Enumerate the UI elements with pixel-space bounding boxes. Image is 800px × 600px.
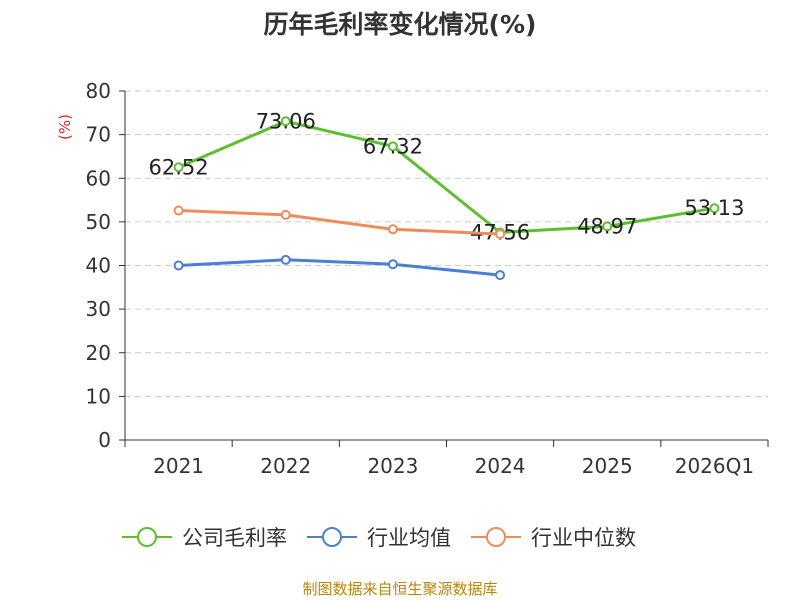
data-point [173, 162, 184, 173]
chart-title: 历年毛利率变化情况(%) [263, 10, 537, 39]
x-tick-label: 2026Q1 [675, 454, 754, 478]
data-label: 48.97 [577, 214, 637, 238]
data-point [173, 260, 184, 271]
x-tick-label: 2022 [260, 454, 311, 478]
source-note: 制图数据来自恒生聚源数据库 [302, 580, 498, 598]
data-point [280, 209, 291, 220]
data-label: 67.32 [363, 134, 423, 158]
y-tick-label: 60 [86, 166, 111, 190]
y-tick-label: 80 [86, 79, 111, 103]
y-tick-label: 50 [86, 210, 111, 234]
legend-marker [486, 527, 506, 547]
legend-marker [137, 527, 157, 547]
y-axis-label: (%) [56, 114, 74, 140]
x-tick-label: 2025 [582, 454, 633, 478]
series-line [178, 119, 715, 234]
series-line [178, 258, 501, 277]
data-point [173, 205, 184, 216]
y-tick-label: 20 [86, 341, 111, 365]
series-line [178, 209, 501, 236]
data-label: 62.52 [149, 155, 209, 179]
y-tick-label: 30 [86, 297, 111, 321]
data-label: 73.06 [256, 109, 316, 133]
x-tick-label: 2023 [367, 454, 418, 478]
data-point [602, 221, 613, 232]
data-point [495, 229, 506, 240]
y-tick-label: 70 [86, 123, 111, 147]
data-point [387, 141, 398, 152]
legend-label: 行业均值 [367, 526, 451, 550]
data-point [280, 254, 291, 265]
y-tick-label: 10 [86, 384, 111, 408]
data-point [280, 116, 291, 127]
data-point [387, 259, 398, 270]
y-tick-label: 40 [86, 254, 111, 278]
y-tick-label: 0 [98, 428, 111, 452]
x-tick-label: 2024 [475, 454, 526, 478]
data-point [495, 270, 506, 281]
data-point [387, 224, 398, 235]
data-label: 53.13 [684, 196, 744, 220]
legend-label: 行业中位数 [531, 526, 636, 550]
legend-marker [322, 527, 342, 547]
data-point [709, 203, 720, 214]
x-tick-label: 2021 [153, 454, 204, 478]
legend-label: 公司毛利率 [182, 526, 287, 550]
